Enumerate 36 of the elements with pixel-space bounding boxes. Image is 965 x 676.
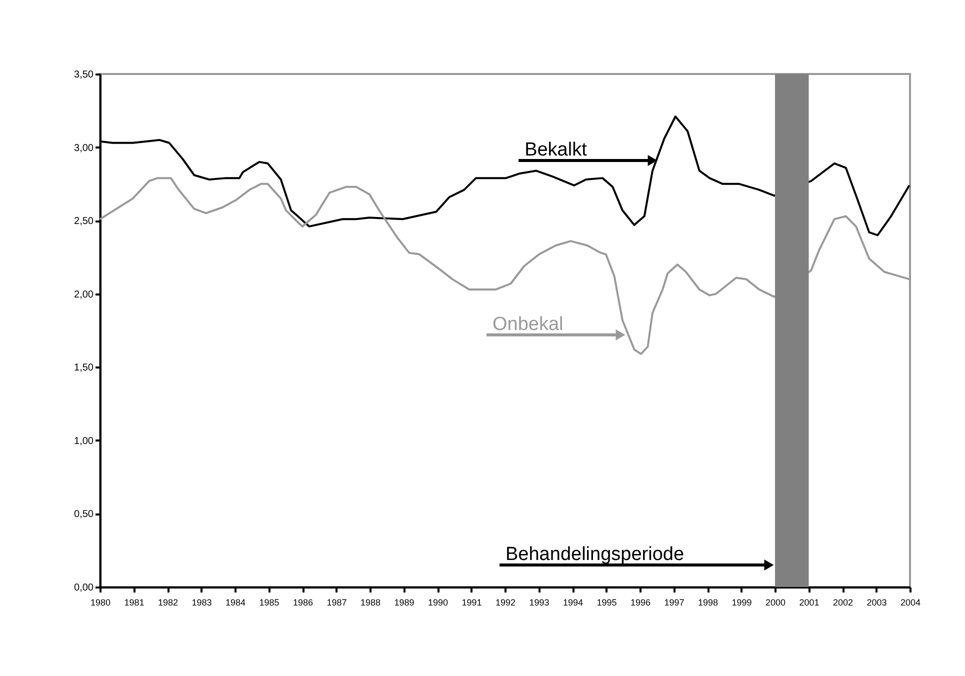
x-tick-label: 1991: [462, 598, 482, 608]
x-tick-label: 1983: [192, 598, 212, 608]
y-tick-label: 0,50: [74, 509, 94, 520]
x-tick-label: 1990: [428, 598, 448, 608]
x-tick-label: 1981: [124, 598, 144, 608]
x-tick-label: 2001: [799, 598, 820, 608]
y-tick-label: 2,00: [74, 289, 94, 300]
y-tick-label: 3,50: [74, 70, 94, 80]
y-tick-label: 1,50: [74, 362, 94, 374]
x-tick-label: 1997: [664, 598, 684, 608]
x-tick-label: 2004: [900, 598, 921, 608]
annotation: Onbekal: [492, 314, 564, 335]
x-tick-label: 1993: [529, 598, 550, 608]
x-tick-label: 1982: [158, 598, 178, 608]
x-tick-label: 1996: [630, 598, 651, 608]
x-tick-label: 1985: [259, 598, 280, 608]
x-tick-label: 1980: [90, 598, 111, 608]
y-tick-label: 3,00: [74, 142, 94, 154]
x-tick-label: 1984: [225, 598, 246, 608]
x-tick-label: 1987: [326, 598, 347, 608]
x-tick-label: 1992: [495, 598, 516, 608]
y-tick-label: 0,00: [74, 582, 94, 594]
x-tick-label: 1986: [292, 598, 314, 608]
x-tick-label: 2002: [832, 598, 854, 608]
annotation: Bekalkt: [524, 139, 588, 160]
x-tick-label: 1999: [732, 598, 752, 608]
x-tick-label: 2003: [866, 598, 887, 608]
x-tick-label: 1994: [562, 598, 584, 608]
x-tick-label: 1995: [596, 598, 617, 608]
y-tick-label: 2,50: [74, 216, 94, 228]
x-tick-label: 1998: [698, 598, 718, 608]
x-tick-label: 2000: [765, 598, 786, 608]
y-tick-label: 1,00: [74, 436, 94, 447]
x-tick-label: 1988: [360, 598, 381, 608]
x-tick-label: 1989: [394, 598, 414, 608]
annotation: Behandelingsperiode: [506, 544, 684, 566]
